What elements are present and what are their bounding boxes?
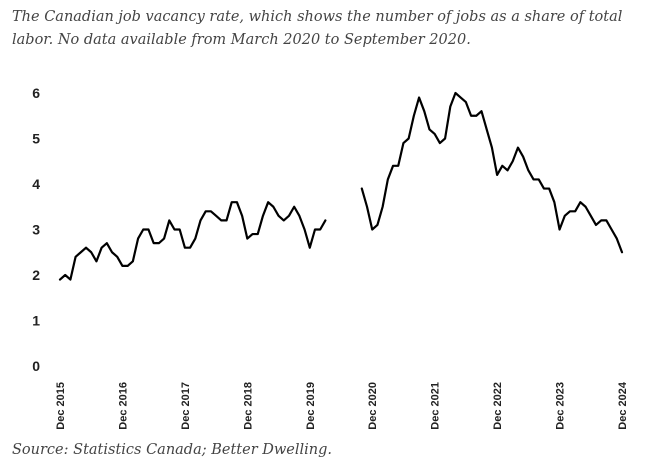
series-lines: [58, 91, 624, 281]
y-tick-label: 5: [32, 131, 40, 147]
x-tick-label: Dec 2017: [180, 382, 192, 430]
y-tick-label: 3: [32, 222, 40, 238]
x-tick-label: Dec 2019: [305, 382, 317, 430]
chart-subtitle: The Canadian job vacancy rate, which sho…: [12, 9, 623, 48]
x-tick-label: Dec 2024: [617, 381, 629, 430]
x-tick-label: Dec 2020: [367, 382, 379, 430]
x-axis: Dec 2015 Dec 2016 Dec 2017 Dec 2018 Dec 2019…: [55, 381, 629, 430]
x-tick-label: Dec 2015: [55, 382, 67, 430]
source-note: Source: Statistics Canada; Better Dwelli…: [12, 442, 332, 458]
y-tick-label: 0: [32, 358, 40, 374]
x-tick-label: Dec 2022: [492, 382, 504, 430]
x-tick-label: Dec 2016: [117, 382, 129, 430]
y-tick-label: 1: [32, 313, 40, 329]
x-tick-label: Dec 2023: [555, 382, 567, 430]
x-tick-label: Dec 2021: [430, 382, 442, 430]
x-tick-label: Dec 2018: [242, 382, 254, 430]
y-axis: 0 1 2 3 4 5 6: [32, 85, 40, 374]
y-tick-label: 6: [32, 85, 40, 101]
y-tick-label: 2: [32, 267, 40, 283]
series-line-segment: [360, 91, 624, 254]
series-line-segment: [58, 201, 327, 281]
y-tick-label: 4: [32, 176, 40, 192]
